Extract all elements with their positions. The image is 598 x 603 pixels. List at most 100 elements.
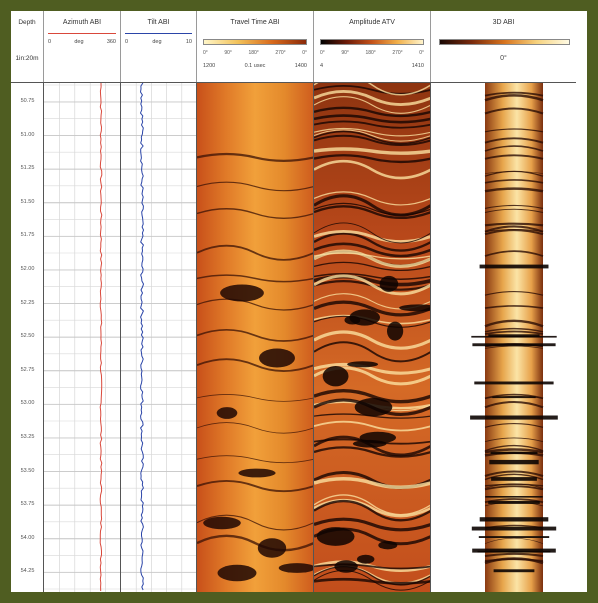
abi3d-spike xyxy=(490,451,538,455)
azimuth-title: Azimuth ABI xyxy=(62,19,102,26)
travel-time-fracture xyxy=(197,328,313,342)
travel-time-image[interactable] xyxy=(197,83,314,592)
travel-time-cavity xyxy=(238,468,276,478)
abi3d-header[interactable]: 3D ABI 0° xyxy=(431,11,576,82)
abi3d-fracture xyxy=(484,537,544,544)
travel-time-fracture xyxy=(197,298,313,311)
abi3d-spike xyxy=(489,459,539,465)
travel-time-colorbar xyxy=(203,39,307,45)
abi3d-fracture xyxy=(484,208,544,213)
abi3d-spike xyxy=(472,343,556,347)
tilt-curve-swatch xyxy=(125,33,192,34)
amplitude-dark-patch xyxy=(387,321,404,341)
amplitude-feature xyxy=(314,476,430,490)
travel-time-header[interactable]: Travel Time ABI 0° 90° 180° 270° 0° 1200… xyxy=(197,11,314,82)
abi3d-fracture xyxy=(484,330,544,335)
amplitude-feature xyxy=(314,300,430,317)
tt-min: 1200 xyxy=(203,63,216,69)
azimuth-header[interactable]: Azimuth ABI 0 deg 360 xyxy=(44,11,121,82)
amplitude-feature xyxy=(314,147,430,155)
abi3d-fracture xyxy=(484,470,544,477)
abi3d-fracture xyxy=(484,229,544,236)
abi3d-spike xyxy=(479,264,549,269)
travel-time-fracture xyxy=(197,244,313,261)
travel-time-fracture xyxy=(197,152,313,162)
abi3d-fracture xyxy=(484,395,544,399)
amplitude-title: Amplitude ATV xyxy=(349,19,395,26)
abi3d-fracture xyxy=(484,179,544,184)
depth-label: 53.75 xyxy=(20,501,35,508)
abi3d-fracture xyxy=(484,171,544,174)
amplitude-feature xyxy=(314,127,430,137)
amplitude-dark-patch xyxy=(378,541,398,550)
amplitude-dark-patch xyxy=(354,398,393,417)
tilt-unit: deg xyxy=(152,39,162,45)
abi3d-fracture xyxy=(484,345,544,349)
travel-time-cavity xyxy=(278,563,313,573)
tilt-header[interactable]: Tilt ABI 0 deg 10 xyxy=(121,11,197,82)
amplitude-feature xyxy=(314,362,430,375)
amplitude-feature xyxy=(314,577,430,585)
depth-label: 54.00 xyxy=(20,534,35,541)
depth-label: 51.00 xyxy=(20,131,35,138)
amplitude-feature xyxy=(314,202,430,216)
abi3d-fracture xyxy=(484,437,544,442)
abi3d-spike xyxy=(488,334,540,338)
amplitude-dark-patch xyxy=(349,309,380,326)
abi3d-fracture xyxy=(484,483,544,487)
amplitude-feature xyxy=(314,222,430,244)
abi3d-fracture xyxy=(484,107,544,115)
travel-time-cavity xyxy=(217,564,257,582)
tt-tick-90: 90° xyxy=(224,50,232,56)
amplitude-dark-patch xyxy=(316,527,355,546)
amplitude-feature xyxy=(314,232,430,252)
amplitude-feature xyxy=(314,261,430,272)
amplitude-feature xyxy=(314,106,430,118)
amplitude-feature xyxy=(314,129,430,142)
amplitude-dark-patch xyxy=(347,361,379,368)
abi3d-spike xyxy=(478,536,550,538)
amplitude-dark-patch xyxy=(322,366,349,387)
abi3d-spike xyxy=(471,526,557,531)
abi3d-fracture xyxy=(484,558,544,562)
travel-time-cavity xyxy=(220,284,264,302)
amplitude-feature xyxy=(314,130,430,145)
travel-time-fracture xyxy=(197,358,313,373)
azimuth-track[interactable] xyxy=(44,83,121,592)
travel-time-fracture xyxy=(197,394,313,402)
tilt-curve-plot xyxy=(121,83,196,592)
log-viewer-panel: Depth 1in:20m Azimuth ABI 0 deg 360 Tilt… xyxy=(11,11,587,592)
travel-time-ticks: 0° 90° 180° 270° 0° xyxy=(203,50,307,56)
abi3d-fracture xyxy=(484,400,544,409)
abi3d-fracture xyxy=(484,91,544,97)
abi3d-fracture xyxy=(484,423,544,428)
abi3d-fracture xyxy=(484,225,544,233)
depth-label: 51.75 xyxy=(20,232,35,239)
travel-time-fracture xyxy=(197,208,313,219)
depth-track[interactable]: 50.75 51.00 51.25 51.50 51.75 52.00 52.25 52.50… xyxy=(11,83,44,592)
amplitude-feature xyxy=(314,252,430,260)
amplitude-header[interactable]: Amplitude ATV 0° 90° 180° 270° 0° 4 1410 xyxy=(314,11,431,82)
amplitude-feature xyxy=(314,517,430,532)
amplitude-feature xyxy=(314,500,430,522)
depth-label: 52.50 xyxy=(20,333,35,340)
abi3d-fracture xyxy=(484,170,544,177)
azimuth-scale: 0 deg 360 xyxy=(48,39,116,45)
amplitude-feature xyxy=(314,494,430,516)
travel-time-fracture xyxy=(197,534,313,552)
tilt-track[interactable] xyxy=(121,83,197,592)
abi3d-fracture xyxy=(484,128,544,133)
abi3d-image[interactable] xyxy=(431,83,576,592)
tilt-title: Tilt ABI xyxy=(147,19,170,26)
amplitude-dark-patch xyxy=(379,275,399,292)
abi3d-fracture xyxy=(484,187,544,193)
abi3d-fracture xyxy=(484,94,544,102)
abi3d-fracture xyxy=(484,319,544,328)
amplitude-feature xyxy=(314,205,430,220)
amp-tick-90: 90° xyxy=(341,50,349,56)
abi3d-fracture xyxy=(484,473,544,481)
amplitude-features xyxy=(314,83,430,591)
depth-label: 51.50 xyxy=(20,198,35,205)
tilt-scale: 0 deg 10 xyxy=(125,39,192,45)
amplitude-image[interactable] xyxy=(314,83,431,592)
